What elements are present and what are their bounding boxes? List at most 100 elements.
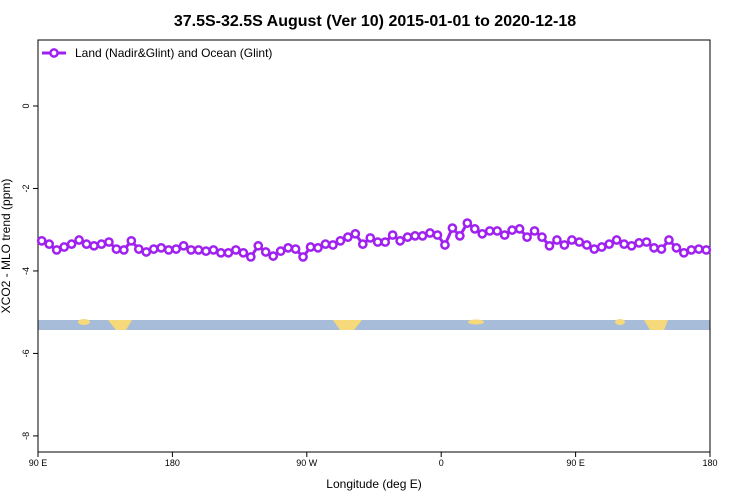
point (74, 235, 84, 245)
point (477, 228, 488, 239)
point (544, 240, 555, 251)
point (619, 239, 629, 249)
point (380, 237, 391, 247)
x-tick-label: 0 (439, 458, 444, 468)
point (574, 237, 585, 247)
point (171, 244, 181, 254)
point (522, 232, 532, 242)
point (335, 235, 346, 246)
point (186, 245, 196, 255)
point (36, 235, 47, 246)
point (305, 242, 316, 252)
plot-frame (37, 39, 711, 453)
point (604, 239, 615, 249)
point (641, 237, 652, 247)
point (492, 226, 503, 236)
point (447, 223, 458, 233)
point (104, 237, 114, 247)
point (462, 218, 473, 228)
y-tick-label: -4 (21, 267, 31, 275)
point (193, 245, 204, 255)
land (333, 320, 362, 330)
point (313, 243, 323, 253)
point (245, 252, 256, 262)
legend-label: Land (Nadir&Glint) and Ocean (Glint) (75, 46, 272, 60)
point (96, 239, 107, 249)
point (320, 239, 331, 249)
point (283, 243, 293, 253)
point (686, 245, 697, 255)
ocean-band (38, 320, 710, 330)
point (59, 242, 69, 252)
point (596, 242, 607, 252)
x-tick-label: 90 E (29, 458, 48, 468)
legend-marker (49, 48, 59, 58)
point (387, 230, 398, 240)
point (484, 226, 495, 236)
point (649, 243, 659, 253)
point (440, 240, 450, 250)
point (81, 239, 92, 249)
point (626, 240, 637, 251)
point (372, 237, 383, 247)
point (328, 240, 338, 250)
point (66, 239, 77, 249)
land (644, 320, 668, 330)
point (552, 235, 562, 245)
point (201, 246, 211, 257)
y-tick-label: -8 (21, 432, 31, 440)
y-axis-label: XCO2 - MLO trend (ppm) (0, 179, 13, 314)
point (156, 243, 167, 253)
point (455, 231, 465, 241)
point (656, 244, 667, 254)
x-tick-label: 180 (165, 458, 180, 468)
point (499, 230, 510, 240)
point (178, 240, 189, 251)
chart-title: 37.5S-32.5S August (Ver 10) 2015-01-01 t… (174, 13, 576, 30)
point (343, 232, 353, 242)
point (253, 240, 264, 251)
land (78, 319, 90, 325)
point (581, 240, 592, 250)
x-tick-label: 90 W (296, 458, 318, 468)
y-tick-label: 0 (21, 103, 31, 108)
point (141, 247, 152, 257)
point (208, 245, 219, 255)
point (634, 238, 644, 248)
point (507, 225, 517, 235)
point (537, 232, 547, 242)
point (529, 226, 540, 236)
point (357, 239, 368, 249)
point (290, 244, 301, 254)
point (231, 245, 241, 255)
point (111, 244, 122, 254)
point (679, 247, 689, 258)
point (671, 243, 682, 253)
x-axis-label: Longitude (deg E) (326, 477, 421, 491)
land (108, 320, 132, 330)
point (163, 245, 174, 255)
point (559, 240, 570, 250)
point (268, 251, 279, 261)
point (119, 245, 129, 255)
point (410, 231, 420, 241)
land (468, 319, 484, 325)
point (693, 244, 704, 254)
point (417, 231, 428, 241)
point (275, 246, 286, 257)
point (216, 247, 226, 258)
point (298, 252, 308, 262)
point (432, 230, 443, 240)
point (238, 247, 249, 258)
point (89, 240, 99, 251)
map-strip (38, 319, 710, 330)
point (133, 244, 144, 254)
point (395, 235, 405, 246)
point (44, 239, 55, 249)
point (567, 235, 577, 245)
point (51, 245, 62, 255)
point (260, 247, 271, 257)
point (469, 224, 480, 234)
point (664, 235, 674, 245)
